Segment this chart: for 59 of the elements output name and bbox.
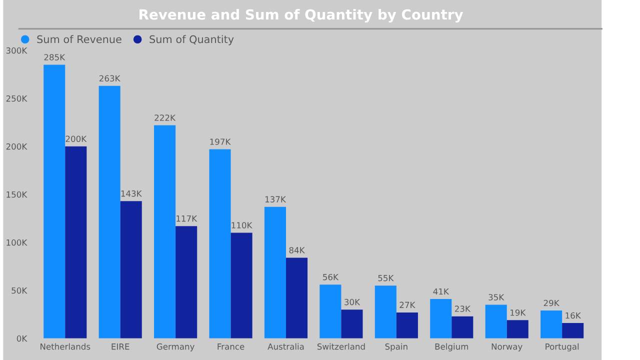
x-tick-label: EIRE	[112, 344, 130, 350]
bar	[44, 64, 66, 338]
x-tick-label: Norway	[492, 344, 522, 352]
data-label: 16K	[566, 312, 582, 319]
x-tick-label: Switzerland	[317, 343, 365, 350]
bar	[154, 125, 176, 338]
y-tick-label: 300K	[6, 47, 28, 54]
bar	[452, 316, 474, 338]
y-tick-label: 250K	[6, 95, 28, 102]
x-tick-label: France	[218, 344, 244, 350]
bar	[65, 146, 87, 338]
data-label: 143K	[121, 190, 142, 197]
bar	[341, 310, 363, 338]
bar	[209, 149, 231, 338]
bar	[396, 312, 418, 338]
data-label: 29K	[544, 300, 560, 306]
data-label: 110K	[232, 222, 252, 228]
y-tick-label: 100K	[6, 239, 28, 246]
bar	[230, 232, 252, 338]
y-tick-label: 0K	[16, 335, 28, 342]
legend-label: Sum of Revenue	[37, 35, 122, 44]
data-label: 222K	[154, 114, 176, 121]
x-tick-label: Portugal	[546, 343, 579, 352]
x-tick-label: Spain	[385, 343, 408, 352]
x-tick-label: Netherlands	[40, 343, 90, 350]
y-tick-label: 50K	[12, 287, 28, 294]
data-label: 117K	[176, 215, 198, 222]
data-label: 41K	[433, 288, 450, 295]
data-label: 263K	[100, 75, 120, 82]
bar	[430, 299, 452, 338]
bar	[374, 286, 396, 338]
data-label: 200K	[66, 136, 87, 142]
x-tick-label: Australia	[268, 343, 304, 350]
bar	[286, 258, 308, 338]
x-tick-label: Germany	[156, 343, 194, 352]
y-tick-label: 150K	[6, 191, 28, 198]
legend-label: Sum of Quantity	[150, 35, 234, 46]
data-label: 35K	[488, 294, 504, 300]
data-label: 19K	[510, 309, 526, 316]
bar	[540, 310, 562, 338]
bar	[176, 226, 198, 338]
bar	[120, 201, 142, 338]
data-label: 30K	[344, 298, 360, 306]
y-tick-label: 200K	[6, 143, 28, 150]
bar	[320, 284, 342, 338]
x-tick-label: Belgium	[435, 343, 468, 352]
bar	[264, 206, 286, 338]
data-label: 137K	[265, 196, 286, 202]
data-label: 197K	[210, 138, 231, 145]
data-label: 84K	[289, 247, 305, 254]
bar	[485, 304, 507, 338]
data-label: 55K	[378, 275, 394, 282]
bar	[98, 86, 120, 338]
data-label: 56K	[323, 274, 339, 280]
data-label: 285K	[44, 54, 66, 60]
bar	[506, 320, 528, 338]
data-label: 23K	[454, 306, 471, 312]
bar	[562, 323, 584, 338]
data-label: 27K	[400, 302, 416, 308]
